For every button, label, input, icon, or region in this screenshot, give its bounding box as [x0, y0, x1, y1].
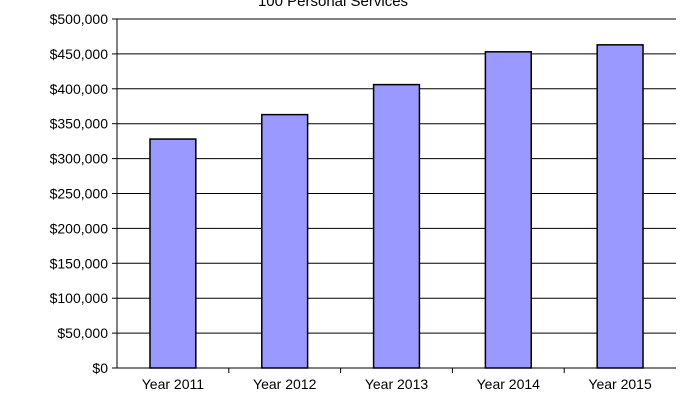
y-tick-label: $500,000: [50, 11, 109, 27]
y-tick-label: $450,000: [50, 46, 109, 62]
axes: [112, 18, 676, 373]
x-tick-label: Year 2014: [477, 376, 541, 392]
chart-title: 100 Personal Services: [258, 0, 408, 10]
y-tick-label: $50,000: [57, 325, 108, 341]
x-tick-label: Year 2012: [253, 376, 317, 392]
y-tick-label: $200,000: [50, 220, 109, 236]
bar: [484, 51, 532, 369]
y-tick-label: $300,000: [50, 151, 109, 167]
x-tick-label: Year 2011: [142, 376, 204, 392]
y-tick-label: $350,000: [50, 116, 109, 132]
bars: [149, 44, 644, 369]
bar: [372, 83, 421, 369]
y-tick-label: $150,000: [50, 255, 109, 271]
y-tick-label: $400,000: [50, 81, 109, 97]
x-tick-label: Year 2013: [365, 376, 429, 392]
y-tick-label: $250,000: [50, 186, 109, 202]
y-tick-label: $0: [92, 360, 108, 376]
bar: [261, 113, 309, 369]
y-tick-label: $100,000: [50, 290, 109, 306]
y-tick-labels: $0 $50,000 $100,000 $150,000 $200,000 $250,00…: [50, 11, 109, 376]
bar: [596, 44, 644, 369]
x-tick-labels: Year 2011 Year 2012 Year 2013 Year 2014 Year…: [142, 376, 652, 392]
bar: [149, 138, 197, 369]
x-tick-label: Year 2015: [588, 376, 652, 392]
